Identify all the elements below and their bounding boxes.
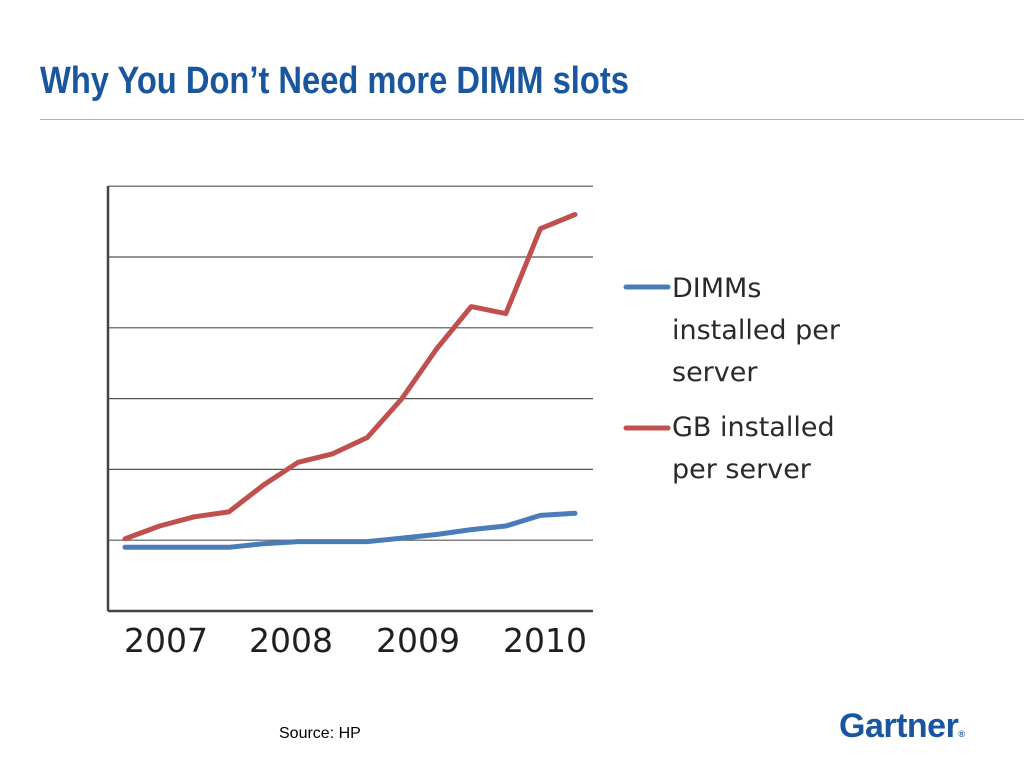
logo-registered-mark: ® [958,729,965,739]
x-tick-label-2008: 2008 [249,621,333,660]
source-note: Source: HP [279,725,361,742]
title-divider [40,119,1024,120]
chart-gridlines [108,185,593,541]
legend-label-dimms-line-1: DIMMs [672,273,761,304]
x-tick-labels: 2007 2008 2009 2010 [124,621,587,660]
legend-label-dimms-line-3: server [672,357,758,388]
legend-label-gb-line-1: GB installed [672,412,835,443]
series-line-gb [122,212,578,542]
legend-label-dimms-line-2: installed per [672,315,841,346]
chart-series [122,212,578,550]
slide-title: Why You Don’t Need more DIMM slots [40,60,629,102]
logo-text: Gartner [839,707,959,745]
gartner-logo: Gartner® [839,707,965,746]
x-tick-label-2009: 2009 [376,621,460,660]
legend-label-gb-line-2: per server [672,454,812,485]
series-line-dimms [122,510,578,550]
chart-legend: DIMMs installed per server GB installed per … [623,273,841,485]
chart-axes [106,186,593,613]
x-tick-label-2007: 2007 [124,621,208,660]
x-tick-label-2010: 2010 [503,621,587,660]
